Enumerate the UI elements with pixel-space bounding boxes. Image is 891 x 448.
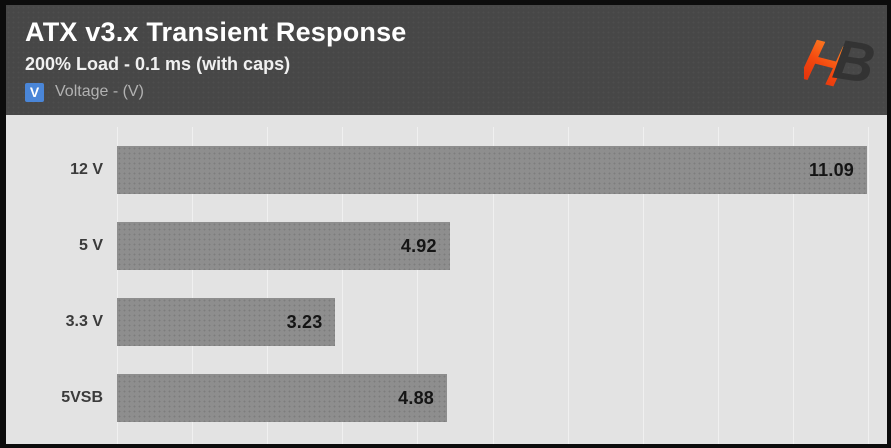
- gridline: [267, 127, 269, 444]
- bar: 4.92: [117, 222, 450, 270]
- value-label: 3.23: [286, 311, 323, 332]
- value-label: 4.92: [400, 235, 437, 256]
- gridline: [868, 127, 869, 444]
- value-label: 11.09: [808, 159, 854, 180]
- category-label: 12 V: [70, 161, 103, 178]
- bar-track: 3.23: [117, 298, 867, 346]
- hardware-busters-logo-icon: H B: [795, 20, 879, 106]
- chart-row: 3.3 V 3.23: [6, 284, 887, 360]
- bar-chart: 12 V 11.09 5 V 4.92 3.3 V 3.23 5VSB 4.88: [6, 115, 887, 444]
- bar: 4.88: [117, 374, 448, 422]
- chart-row: 5VSB 4.88: [6, 360, 887, 436]
- chart-rows: 12 V 11.09 5 V 4.92 3.3 V 3.23 5VSB 4.88: [6, 115, 887, 436]
- legend: V Voltage - (V): [25, 82, 887, 102]
- category-label: 3.3 V: [65, 313, 103, 330]
- gridline: [417, 127, 419, 444]
- voltage-legend-label: Voltage - (V): [55, 83, 144, 101]
- logo-letter-b: B: [829, 27, 878, 96]
- gridline: [117, 127, 118, 444]
- voltage-legend-swatch: V: [25, 82, 44, 102]
- gridline: [492, 127, 494, 444]
- chart-row: 12 V 11.09: [6, 132, 887, 208]
- bar-track: 4.92: [117, 222, 867, 270]
- gridline: [342, 127, 344, 444]
- value-label: 4.88: [398, 387, 435, 408]
- gridlines: [117, 127, 869, 444]
- bar: 11.09: [117, 146, 867, 194]
- chart-row: 5 V 4.92: [6, 208, 887, 284]
- chart-subtitle: 200% Load - 0.1 ms (with caps): [25, 53, 291, 74]
- bar-track: 4.88: [117, 374, 867, 422]
- chart-header: ATX v3.x Transient Response 200% Load - …: [6, 5, 887, 115]
- gridline: [792, 127, 794, 444]
- category-label: 5VSB: [61, 389, 103, 406]
- chart-title: ATX v3.x Transient Response: [25, 17, 407, 47]
- bar-track: 11.09: [117, 146, 867, 194]
- category-label: 5 V: [78, 237, 103, 254]
- gridline: [717, 127, 719, 444]
- bar: 3.23: [117, 298, 336, 346]
- gridline: [192, 127, 194, 444]
- gridline: [567, 127, 569, 444]
- gridline: [642, 127, 644, 444]
